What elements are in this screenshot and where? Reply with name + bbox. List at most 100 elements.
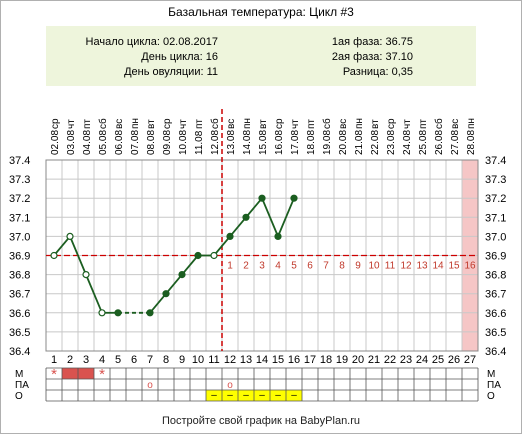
y-tick-label-left: 36.4 (9, 346, 30, 358)
day-number-label: 14 (256, 354, 268, 366)
y-tick-label-left: 36.6 (9, 308, 30, 320)
day-number-label: 24 (416, 354, 428, 366)
symptom-mucus-mark: – (275, 390, 281, 401)
weekday-label: сб (433, 118, 445, 129)
y-tick-label-left: 36.7 (9, 289, 30, 301)
mucus-cell (238, 390, 254, 401)
weekday-label: ср (274, 118, 285, 129)
y-tick-label-right: 37.0 (485, 231, 506, 243)
weekday-label: чт (290, 119, 301, 129)
symptom-mucus-mark: – (243, 390, 249, 401)
temperature-segment (277, 197, 295, 237)
symptom-row-label-right: М (487, 369, 495, 380)
weekday-label: пн (242, 118, 253, 129)
day-number-label: 23 (400, 354, 412, 366)
symptom-star-mark: * (51, 366, 57, 383)
weekday-label: вс (114, 119, 125, 129)
y-tick-label-right: 36.5 (485, 327, 506, 339)
footer-link[interactable]: Постройте свой график на BabyPlan.ru (161, 415, 361, 427)
day-number-label: 1 (51, 354, 57, 366)
phase2-day-label: 8 (339, 261, 345, 272)
weekday-label: вт (370, 119, 381, 129)
phase2-day-label: 9 (355, 261, 361, 272)
y-tick-label-right: 37.1 (485, 212, 506, 224)
symptom-row-label-left: О (15, 391, 23, 402)
date-label: 27.08 (450, 130, 461, 155)
phase2-day-label: 14 (432, 261, 444, 272)
cycle-day-text: День цикла: 16 (141, 51, 218, 63)
day-number-label: 16 (288, 354, 300, 366)
date-label: 20.08 (338, 130, 349, 155)
mucus-cell (286, 390, 302, 401)
phase2-day-label: 10 (368, 261, 380, 272)
weekday-label: пт (194, 119, 205, 129)
temperature-point (178, 271, 186, 279)
y-tick-label-right: 37.3 (485, 174, 506, 186)
phase2-day-label: 11 (385, 261, 396, 272)
phase2-day-label: 12 (400, 261, 412, 272)
weekday-label: пт (418, 119, 429, 129)
day-number-label: 21 (368, 354, 380, 366)
day-number-label: 26 (448, 354, 460, 366)
temperature-segment (245, 197, 263, 218)
temperature-point (194, 251, 202, 260)
y-tick-label-left: 37.1 (9, 212, 30, 224)
temperature-point (274, 232, 282, 240)
weekday-label: пн (466, 118, 477, 129)
temperature-segment (69, 236, 87, 275)
date-label: 26.08 (434, 130, 445, 155)
y-tick-label-right: 37.2 (485, 193, 506, 205)
weekday-label: ср (162, 118, 173, 129)
bleeding-cell (78, 368, 94, 379)
y-tick-label-right: 36.7 (485, 289, 506, 301)
y-tick-label-left: 37.4 (9, 155, 30, 167)
date-label: 21.08 (354, 130, 365, 155)
temperature-segment (181, 254, 199, 276)
symptom-star-mark: * (99, 366, 105, 383)
phase2-day-label: 1 (227, 261, 233, 272)
weekday-label: вс (450, 119, 461, 129)
temperature-point (50, 251, 58, 260)
date-label: 05.08 (98, 130, 109, 155)
temperature-segment (229, 216, 247, 237)
weekday-label: сб (209, 118, 221, 129)
day-number-label: 27 (464, 354, 476, 366)
day-number-label: 3 (83, 354, 89, 366)
date-label: 02.08 (50, 130, 61, 155)
temperature-segment (261, 197, 279, 237)
temperature-segment (149, 293, 167, 314)
weekday-label: вс (226, 119, 237, 129)
date-label: 17.08 (290, 130, 301, 155)
symptom-row-label-right: ПА (487, 380, 501, 391)
date-label: 16.08 (274, 130, 285, 155)
temperature-segment (213, 235, 231, 257)
day-number-label: 20 (352, 354, 364, 366)
bbt-chart: 37.4 37.4 37.3 37.3 37.2 37.2 37.1 37.1 37.0 37.0… (9, 109, 506, 402)
date-label: 06.08 (114, 130, 125, 155)
date-label: 10.08 (178, 130, 189, 155)
day-number-label: 17 (304, 354, 316, 366)
weekday-label: пн (130, 118, 141, 129)
phase2-day-label: 5 (291, 261, 297, 272)
weekday-label: сб (97, 118, 109, 129)
mucus-cell (206, 390, 222, 401)
phase2-day-label: 2 (243, 261, 249, 272)
ovulation-day-text: День овуляции: 11 (124, 66, 218, 78)
phase2-day-label: 15 (448, 261, 460, 272)
day-number-label: 6 (131, 354, 137, 366)
day-number-label: 12 (224, 354, 236, 366)
temperature-point (210, 251, 218, 260)
date-label: 09.08 (162, 130, 173, 155)
temperature-point (290, 194, 298, 202)
day-number-label: 5 (115, 354, 121, 366)
phase2-day-label: 7 (323, 261, 329, 272)
date-label: 22.08 (370, 130, 381, 155)
date-label: 08.08 (146, 130, 157, 155)
temperature-segment (53, 235, 71, 257)
y-tick-label-right: 36.8 (485, 270, 506, 282)
weekday-label: пт (82, 119, 93, 129)
symptom-mucus-mark: – (211, 390, 217, 401)
cycle-info-panel: Начало цикла: 02.08.2017 День цикла: 16 … (46, 26, 476, 86)
weekday-label: чт (66, 119, 77, 129)
date-label: 23.08 (386, 130, 397, 155)
